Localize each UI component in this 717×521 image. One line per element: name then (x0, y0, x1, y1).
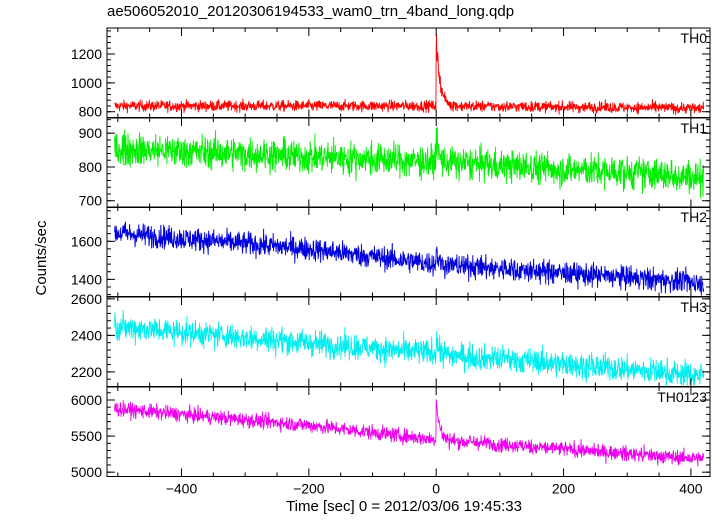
panel-label: TH3 (681, 299, 708, 315)
y-tick-label: 900 (79, 125, 103, 141)
y-tick-label: 2600 (71, 291, 102, 307)
x-tick-label: −200 (293, 481, 325, 497)
y-tick-label: 2400 (71, 327, 102, 343)
series-th0 (114, 34, 705, 115)
x-tick-label: −400 (166, 481, 198, 497)
y-axis-label: Counts/sec (33, 220, 50, 296)
y-tick-label: 1000 (71, 75, 102, 91)
series-th2 (114, 221, 705, 296)
y-tick-label: 5000 (71, 464, 102, 480)
y-tick-label: 6000 (71, 392, 102, 408)
y-tick-label: 700 (79, 193, 103, 209)
y-tick-label: 1200 (71, 46, 102, 62)
panel-th0: 800 1000 1200 TH0 (71, 27, 711, 120)
panel-th2: 1400 1600 TH2 (71, 206, 711, 297)
y-tick-label: 1600 (71, 233, 102, 249)
panel-label: TH2 (681, 209, 708, 225)
panel-th1: 700 800 900 TH1 (79, 117, 711, 209)
y-tick-label: 800 (79, 104, 103, 120)
series-th0123 (114, 399, 705, 467)
x-tick-label: 400 (679, 481, 703, 497)
panel-th3: 2200 2400 2600 TH3 (71, 291, 711, 387)
y-tick-label: 800 (79, 159, 103, 175)
panel-frame (106, 386, 711, 477)
panel-label: TH0 (681, 30, 708, 46)
x-tick-label: 200 (552, 481, 576, 497)
y-tick-label: 2200 (71, 364, 102, 380)
panel-label: TH1 (681, 120, 708, 136)
x-tick-label: 0 (432, 481, 440, 497)
y-tick-label: 5500 (71, 428, 102, 444)
chart-title: ae506052010_20120306194533_wam0_trn_4ban… (107, 3, 515, 20)
x-axis-label: Time [sec] 0 = 2012/03/06 19:45:33 (286, 498, 522, 515)
panel-label: TH0123 (657, 389, 707, 405)
series-th3 (114, 309, 705, 387)
panels-group: 800 1000 1200 TH0 700 800 900 TH1 1400 1600 TH2 220… (71, 27, 711, 497)
panel-th0123: 5000 5500 6000 TH0123 (71, 386, 711, 480)
series-th1 (114, 126, 705, 199)
y-tick-label: 1400 (71, 271, 102, 287)
